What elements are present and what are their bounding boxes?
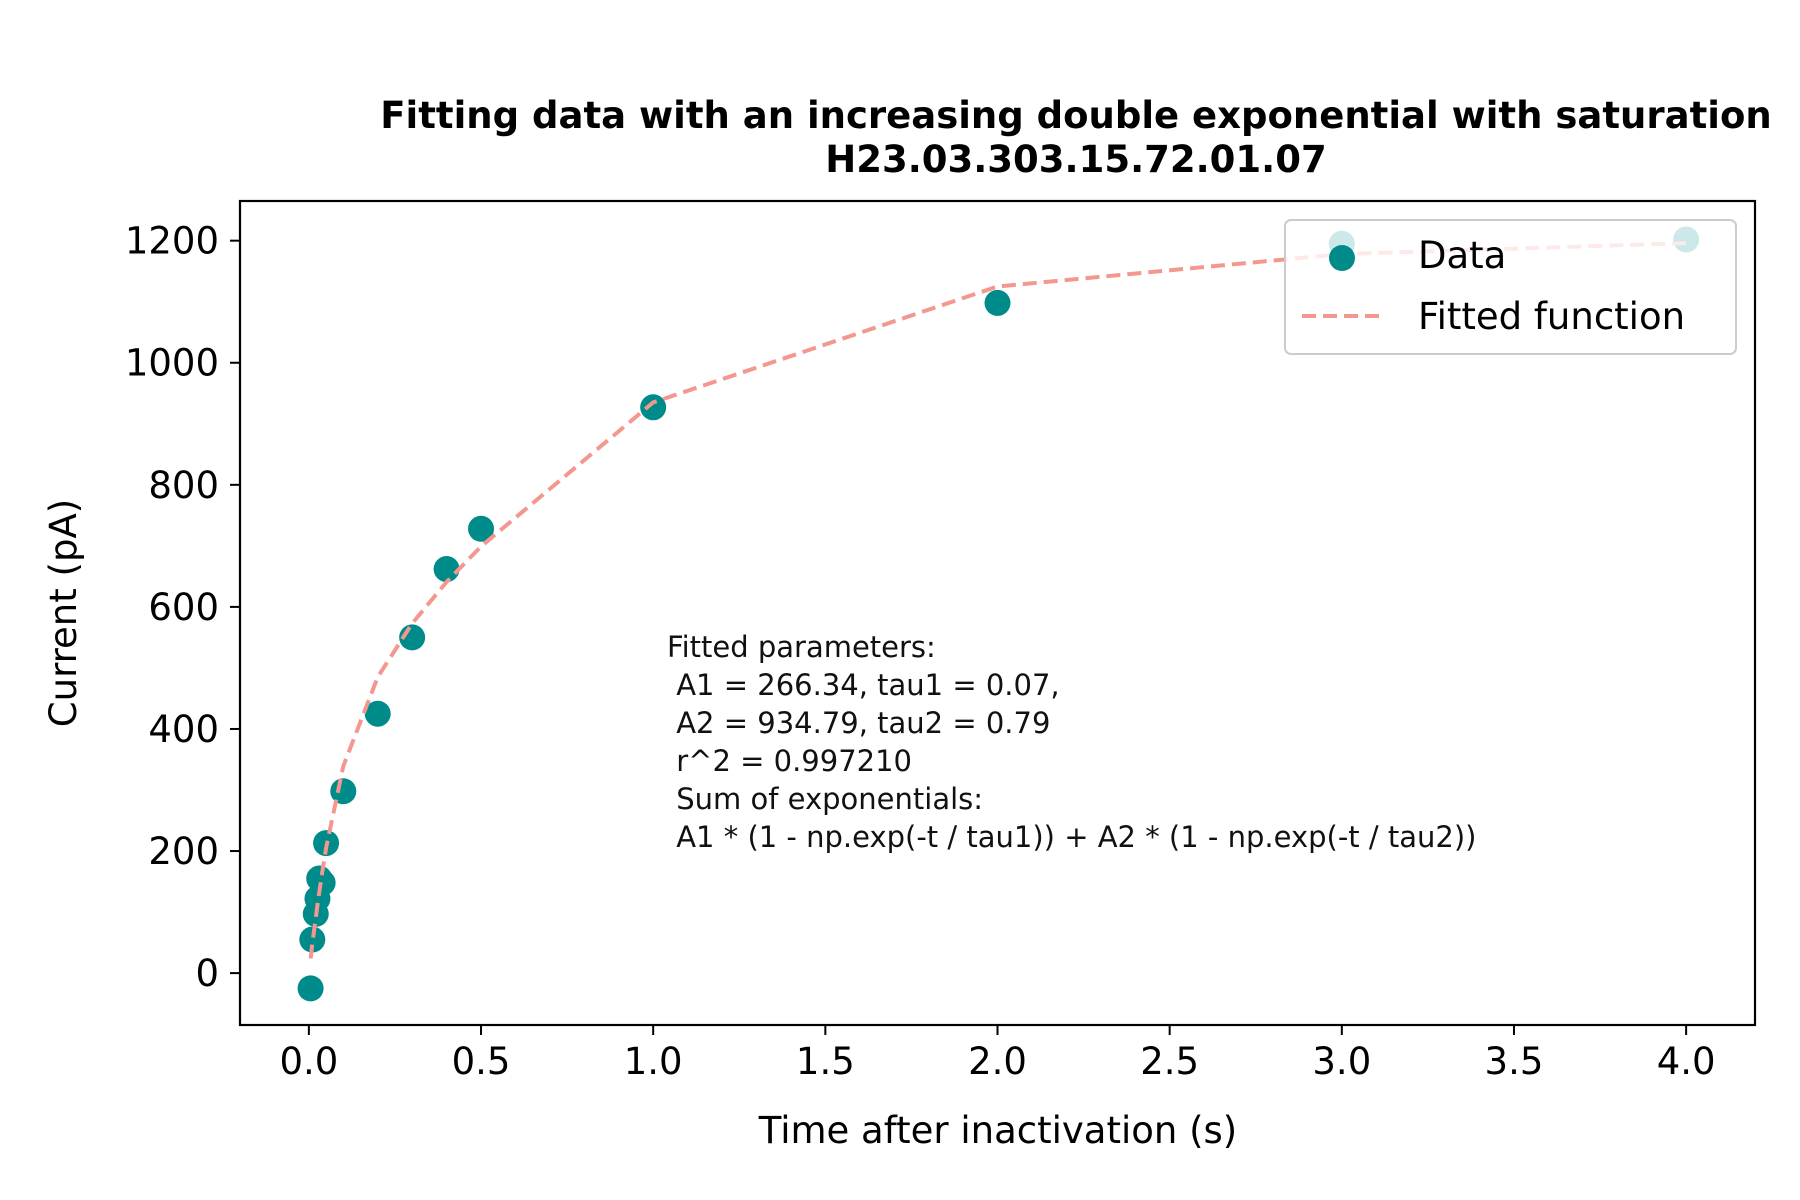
legend-data-label: Data	[1418, 234, 1506, 277]
y-axis-label: Current (pA)	[42, 499, 85, 727]
x-tick-label: 0.0	[279, 1040, 338, 1083]
data-point	[299, 926, 326, 953]
x-axis-ticks: 0.0 0.5 1.0 1.5 2.0 2.5 3.0 3.5 4.0	[279, 1025, 1716, 1083]
y-tick-label: 0	[195, 952, 219, 995]
annotation-line: A1 = 266.34, tau1 = 0.07,	[667, 668, 1060, 702]
plot-frame	[238, 199, 1757, 1027]
y-tick-label: 400	[148, 708, 219, 751]
x-tick-label: 2.0	[968, 1040, 1027, 1083]
annotation-line: A2 = 934.79, tau2 = 0.79	[667, 706, 1050, 740]
y-tick-label: 1200	[125, 220, 219, 263]
annotation-line: Sum of exponentials:	[667, 782, 983, 816]
y-axis-ticks: 0 200 400 600 800 1000 1200	[125, 220, 240, 995]
chart-subtitle: H23.03.303.15.72.01.07	[825, 138, 1326, 181]
data-point	[330, 778, 357, 805]
data-point	[640, 394, 667, 421]
data-point	[297, 975, 324, 1002]
data-point	[364, 700, 391, 727]
annotation-line: Fitted parameters:	[667, 630, 936, 664]
annotation-line: r^2 = 0.997210	[667, 744, 912, 778]
x-axis-label: Time after inactivation (s)	[758, 1109, 1238, 1152]
x-tick-label: 4.0	[1657, 1040, 1716, 1083]
chart-title: Fitting data with an increasing double e…	[380, 94, 1771, 137]
x-tick-label: 1.0	[624, 1040, 683, 1083]
x-tick-label: 0.5	[452, 1040, 511, 1083]
data-point	[984, 289, 1011, 316]
data-point	[433, 556, 460, 583]
y-tick-label: 200	[148, 830, 219, 873]
legend-box	[1284, 219, 1737, 355]
legend: Data Fitted function	[1284, 219, 1737, 355]
annotation-line: A1 * (1 - np.exp(-t / tau1)) + A2 * (1 -…	[667, 820, 1476, 854]
x-tick-label: 1.5	[796, 1040, 855, 1083]
data-point	[468, 515, 495, 542]
y-tick-label: 600	[148, 586, 219, 629]
y-tick-label: 800	[148, 464, 219, 507]
y-tick-label: 1000	[125, 342, 219, 385]
x-tick-label: 3.5	[1485, 1040, 1544, 1083]
fit-annotation: Fitted parameters: A1 = 266.34, tau1 = 0…	[667, 630, 1476, 854]
x-tick-label: 2.5	[1140, 1040, 1199, 1083]
legend-fit-label: Fitted function	[1418, 295, 1685, 338]
fitted-function-line	[308, 241, 1687, 959]
x-tick-label: 3.0	[1312, 1040, 1371, 1083]
legend-data-marker	[1329, 245, 1355, 271]
